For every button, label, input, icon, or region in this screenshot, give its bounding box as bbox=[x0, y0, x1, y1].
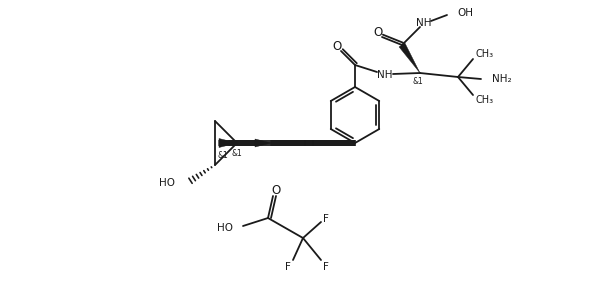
Text: O: O bbox=[374, 27, 382, 39]
Text: NH: NH bbox=[416, 18, 432, 28]
Polygon shape bbox=[399, 43, 420, 73]
Polygon shape bbox=[219, 138, 237, 147]
Text: &1: &1 bbox=[232, 149, 243, 158]
Text: HO: HO bbox=[159, 178, 175, 188]
Text: HO: HO bbox=[217, 223, 233, 233]
Polygon shape bbox=[255, 139, 271, 147]
Text: F: F bbox=[323, 262, 329, 272]
Text: F: F bbox=[323, 214, 329, 224]
Text: O: O bbox=[332, 40, 342, 54]
Text: CH₃: CH₃ bbox=[475, 49, 493, 59]
Text: NH: NH bbox=[377, 70, 393, 80]
Text: O: O bbox=[272, 184, 280, 196]
Text: CH₃: CH₃ bbox=[475, 95, 493, 105]
Text: OH: OH bbox=[457, 8, 473, 18]
Text: F: F bbox=[285, 262, 291, 272]
Text: &1: &1 bbox=[413, 77, 423, 86]
Text: &1: &1 bbox=[218, 150, 229, 159]
Text: NH₂: NH₂ bbox=[492, 74, 512, 84]
